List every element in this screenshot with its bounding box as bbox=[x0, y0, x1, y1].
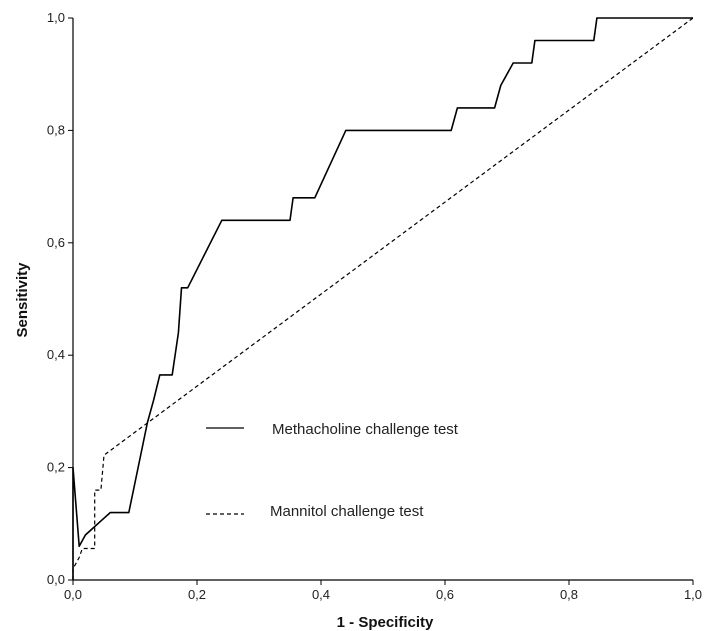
y-tick-label: 1,0 bbox=[47, 10, 65, 25]
chart-legend: Methacholine challenge test Mannitol cha… bbox=[206, 421, 459, 520]
y-tick-label: 0,0 bbox=[47, 572, 65, 587]
x-axis-title: 1 - Specificity bbox=[337, 614, 434, 631]
x-tick-label: 0,4 bbox=[312, 587, 330, 602]
x-tick-label: 0,8 bbox=[560, 587, 578, 602]
y-tick-label: 0,2 bbox=[47, 460, 65, 475]
legend-label-methacholine: Methacholine challenge test bbox=[272, 421, 459, 438]
x-tick-label: 1,0 bbox=[684, 587, 702, 602]
chart-axes bbox=[72, 18, 693, 581]
legend-label-mannitol: Mannitol challenge test bbox=[270, 503, 424, 520]
y-tick-label: 0,8 bbox=[47, 122, 65, 137]
y-tick-label: 0,6 bbox=[47, 235, 65, 250]
x-tick-label: 0,2 bbox=[188, 587, 206, 602]
y-axis-title: Sensitivity bbox=[14, 262, 31, 338]
x-tick-label: 0,6 bbox=[436, 587, 454, 602]
series-line-methacholine bbox=[72, 17, 693, 580]
chart-ticks: 0,0 0,2 0,4 0,6 0,8 1,0 0,0 0,2 0,4 0,6 0,8 1,0 bbox=[47, 10, 702, 602]
series-line-mannitol bbox=[72, 17, 694, 580]
chart-series bbox=[72, 17, 694, 580]
x-tick-label: 0,0 bbox=[64, 587, 82, 602]
y-tick-label: 0,4 bbox=[47, 347, 65, 362]
